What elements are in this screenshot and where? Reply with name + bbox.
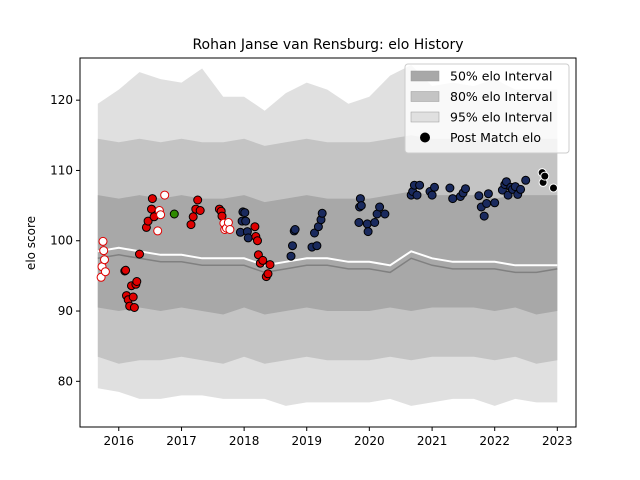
data-point	[147, 204, 156, 214]
data-point	[312, 241, 322, 251]
data-point	[258, 255, 268, 265]
data-point	[240, 208, 250, 218]
data-point	[243, 233, 253, 243]
y-axis-label: elo score	[24, 216, 38, 270]
legend-marker	[420, 132, 430, 143]
x-tick-label: 2016	[103, 434, 134, 448]
plot-frame	[79, 57, 577, 428]
data-point	[265, 260, 275, 270]
data-point	[430, 182, 439, 192]
data-point	[474, 191, 484, 201]
data-point	[290, 225, 300, 234]
data-point	[153, 226, 163, 236]
y-tick-label: 90	[58, 304, 73, 318]
data-point	[241, 216, 251, 226]
legend-swatch	[410, 91, 440, 102]
legend-label: 95% elo Interval	[450, 110, 552, 125]
data-point	[461, 184, 470, 194]
data-point	[516, 184, 526, 194]
y-tick-label: 110	[50, 163, 73, 177]
legend-box	[404, 63, 570, 154]
data-point	[225, 225, 235, 234]
data-point	[445, 183, 455, 193]
data-point	[549, 183, 558, 193]
data-point	[147, 194, 157, 204]
data-point	[288, 241, 297, 251]
x-tick-label: 2020	[354, 434, 385, 448]
data-point	[412, 190, 422, 200]
legend-swatch	[410, 111, 440, 123]
data-point	[100, 267, 110, 277]
data-point	[540, 171, 550, 181]
data-point	[160, 190, 170, 200]
data-point	[193, 195, 203, 205]
data-point	[448, 194, 458, 204]
legend: 50% elo Interval 80% elo Interval 95% elo …	[404, 63, 570, 154]
data-point	[135, 249, 144, 259]
data-point	[188, 212, 198, 222]
data-point	[99, 246, 109, 256]
data-point	[143, 216, 153, 226]
data-point	[483, 189, 493, 199]
data-point	[380, 209, 390, 219]
data-point	[482, 199, 492, 208]
data-point	[169, 209, 179, 219]
data-point	[121, 265, 131, 275]
x-tick-label: 2023	[542, 434, 573, 448]
band-50	[97, 191, 558, 315]
data-point	[479, 211, 489, 221]
x-tick-label: 2022	[479, 434, 510, 448]
data-point	[363, 227, 373, 237]
y-tick-label: 80	[58, 374, 73, 388]
data-point	[286, 251, 296, 261]
x-tick-label: 2018	[229, 434, 260, 448]
x-tick-label: 2019	[291, 434, 322, 448]
data-point	[263, 269, 273, 279]
data-point	[362, 219, 372, 229]
data-point	[490, 198, 500, 208]
data-point	[186, 220, 196, 230]
legend-label: 80% elo Interval	[450, 89, 552, 104]
data-point	[250, 222, 260, 232]
data-point	[415, 180, 425, 190]
data-point	[195, 206, 205, 215]
data-point	[128, 292, 138, 302]
data-point	[317, 208, 327, 218]
chart-title: Rohan Janse van Rensburg: elo History	[192, 37, 463, 53]
data-point	[356, 201, 366, 211]
legend-label: Post Match elo	[450, 130, 541, 145]
y-axis: 80 90 100 110 120	[50, 93, 80, 388]
data-point	[132, 277, 142, 286]
median-line	[97, 246, 558, 267]
data-point	[129, 303, 139, 312]
x-axis: 2016 2017 2018 2019 2020 2021 2022 2023	[103, 427, 573, 448]
legend-label: 50% elo Interval	[450, 69, 552, 84]
y-tick-label: 120	[50, 93, 73, 107]
legend-swatch	[410, 70, 440, 82]
data-point	[253, 236, 262, 246]
data-point	[375, 202, 385, 212]
x-tick-label: 2021	[417, 434, 448, 448]
data-point	[156, 210, 166, 220]
data-point	[427, 190, 437, 200]
x-tick-label: 2017	[166, 434, 197, 448]
data-point	[370, 218, 380, 227]
mean-line	[97, 254, 558, 274]
data-point	[354, 218, 364, 227]
data-point	[100, 255, 109, 265]
y-tick-label: 100	[50, 234, 73, 248]
data-point	[521, 175, 531, 185]
data-point	[310, 228, 319, 238]
data-point	[98, 236, 108, 246]
